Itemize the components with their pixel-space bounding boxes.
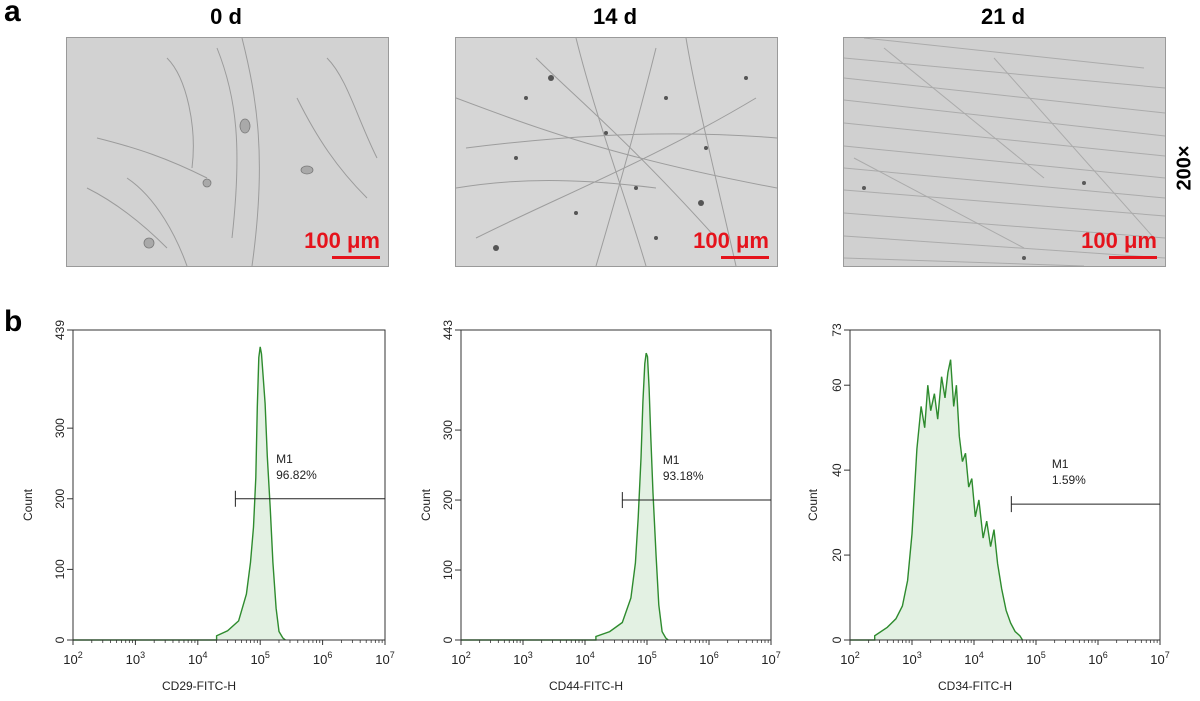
micrograph-0d-cells bbox=[86, 38, 378, 266]
x-tick-label: 103 bbox=[902, 650, 921, 667]
x-tick-label: 106 bbox=[1088, 650, 1107, 667]
y-tick-label: 200 bbox=[53, 488, 67, 508]
y-tick-label: 443 bbox=[441, 320, 455, 340]
histogram-line bbox=[461, 352, 669, 641]
y-tick-label: 200 bbox=[441, 490, 455, 510]
x-axis-label: CD34-FITC-H bbox=[938, 679, 1012, 693]
micrograph-21d-cells bbox=[844, 38, 1165, 266]
scale-bar bbox=[1109, 256, 1157, 259]
y-tick-label: 0 bbox=[830, 636, 844, 643]
x-axis-label: CD44-FITC-H bbox=[549, 679, 623, 693]
histogram-fill bbox=[461, 353, 669, 640]
scale-bar bbox=[332, 256, 380, 259]
y-tick-label: 0 bbox=[53, 636, 67, 643]
panel-a-label: a bbox=[4, 0, 21, 28]
micrograph-0d: 100 μm bbox=[66, 37, 389, 267]
scale-bar bbox=[721, 256, 769, 259]
micrograph-21d: 100 μm bbox=[843, 37, 1166, 267]
x-axis-label: CD29-FITC-H bbox=[162, 679, 236, 693]
gate-name: M1 bbox=[276, 452, 293, 466]
x-tick-label: 104 bbox=[964, 650, 983, 667]
scale-bar-label: 100 μm bbox=[693, 228, 769, 253]
y-tick-label: 20 bbox=[830, 548, 844, 562]
x-tick-label: 106 bbox=[699, 650, 718, 667]
micrograph-14d-cells bbox=[456, 38, 777, 266]
x-tick-label: 102 bbox=[840, 650, 859, 667]
micrograph-14d: 100 μm bbox=[455, 37, 778, 267]
histogram-fill bbox=[73, 346, 286, 640]
histogram-cd29: 0 100 200 300 439 Count 102 103 104 105 106 107 CD29… bbox=[21, 320, 395, 693]
scale-bar-label: 100 μm bbox=[1081, 228, 1157, 253]
panel-b-label: b bbox=[4, 305, 23, 338]
x-tick-label: 107 bbox=[761, 650, 780, 667]
histogram-line bbox=[850, 359, 1024, 641]
image-title-14d: 14 d bbox=[592, 4, 638, 29]
magnification-label: 200× bbox=[1173, 145, 1196, 191]
x-tick-label: 104 bbox=[575, 650, 594, 667]
gate-percent: 96.82% bbox=[276, 468, 317, 482]
plot-frame bbox=[849, 329, 1161, 641]
gate-name: M1 bbox=[663, 453, 680, 467]
y-tick-label: 300 bbox=[441, 420, 455, 440]
y-tick-label: 439 bbox=[53, 320, 67, 340]
x-tick-label: 102 bbox=[451, 650, 470, 667]
y-tick-label: 0 bbox=[441, 636, 455, 643]
gate-name: M1 bbox=[1052, 457, 1069, 471]
x-tick-label: 104 bbox=[188, 650, 207, 667]
x-tick-label: 103 bbox=[126, 650, 145, 667]
y-axis-label: Count bbox=[419, 488, 433, 521]
x-tick-label: 106 bbox=[313, 650, 332, 667]
x-tick-label: 105 bbox=[637, 650, 656, 667]
plot-frame bbox=[72, 329, 386, 641]
x-tick-label: 105 bbox=[1026, 650, 1045, 667]
histogram-cd34: 0 20 40 60 73 Count 102 103 104 105 106 107 CD34-FIT… bbox=[806, 323, 1170, 693]
histogram-line bbox=[73, 346, 286, 641]
y-tick-label: 60 bbox=[830, 378, 844, 392]
x-tick-label: 107 bbox=[375, 650, 394, 667]
gate-percent: 1.59% bbox=[1052, 473, 1086, 487]
y-axis-label: Count bbox=[806, 488, 820, 521]
scale-bar-label: 100 μm bbox=[304, 228, 380, 253]
plot-frame bbox=[460, 329, 772, 641]
histogram-fill bbox=[850, 359, 1023, 640]
y-tick-label: 100 bbox=[441, 560, 455, 580]
x-tick-label: 107 bbox=[1150, 650, 1169, 667]
x-tick-label: 102 bbox=[63, 650, 82, 667]
histogram-cd44: 0 100 200 300 443 Count 102 103 104 105 106 107 CD44… bbox=[419, 320, 781, 693]
image-title-21d: 21 d bbox=[980, 4, 1026, 29]
y-tick-label: 100 bbox=[53, 559, 67, 579]
image-title-0d: 0 d bbox=[210, 4, 242, 29]
y-tick-label: 73 bbox=[830, 323, 844, 337]
gate-percent: 93.18% bbox=[663, 469, 704, 483]
x-tick-label: 105 bbox=[250, 650, 269, 667]
x-tick-label: 103 bbox=[513, 650, 532, 667]
y-tick-label: 40 bbox=[830, 463, 844, 477]
y-tick-label: 300 bbox=[53, 418, 67, 438]
y-axis-label: Count bbox=[21, 488, 35, 521]
